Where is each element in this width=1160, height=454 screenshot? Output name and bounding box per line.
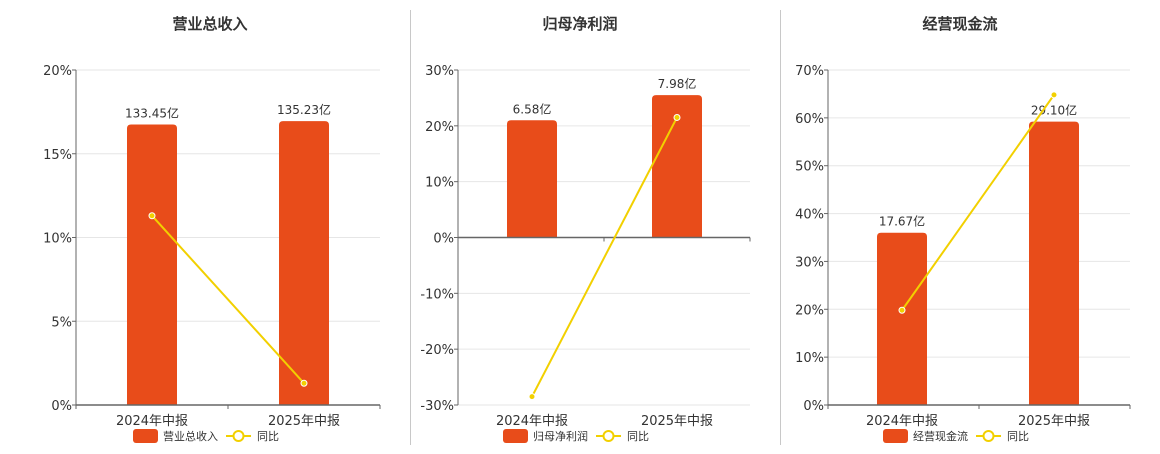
y-tick-label: 30% [795, 255, 824, 270]
y-tick-label: -10% [420, 287, 454, 302]
legend: 营业总收入 同比 [133, 429, 279, 443]
x-category-label: 2024年中报 [866, 414, 938, 429]
legend-line-marker [982, 430, 995, 442]
bar-value-label: 133.45亿 [125, 105, 179, 120]
yoy-point [528, 393, 536, 401]
legend-bar-swatch [503, 429, 528, 443]
legend-bar-label: 营业总收入 [163, 429, 218, 443]
x-category-label: 2024年中报 [496, 414, 568, 429]
cash-flow-chart-panel: 经营现金流 70% 60% 50% 40% 30% 20% 10% 0% 17.67亿 29.10亿… [781, 0, 1160, 450]
y-tick-label: 40% [795, 208, 824, 223]
y-tick-label: 20% [795, 303, 824, 318]
y-tick-label: 0% [51, 399, 72, 414]
y-tick-label: 30% [425, 64, 454, 79]
y-tick-label: 15% [43, 148, 72, 163]
bar [877, 232, 927, 405]
chart-svg: 营业总收入 20% 15% 10% 5% 0% 133.45亿 135.23亿 2024年中报 2… [43, 15, 381, 443]
yoy-line [151, 215, 305, 384]
yoy-point [673, 113, 681, 121]
panel-divider [410, 10, 411, 445]
x-category-label: 2025年中报 [1018, 414, 1090, 429]
legend-bar-swatch [883, 429, 908, 443]
revenue-chart-panel: 营业总收入 20% 15% 10% 5% 0% 133.45亿 135.23亿 2024年中报 2… [0, 0, 410, 450]
legend-bar-label: 经营现金流 [913, 429, 968, 443]
chart-svg: 归母净利润 30% 20% 10% 0% -10% -20% -30% 6.58亿 7.98亿 20… [420, 15, 751, 443]
y-tick-label: 0% [803, 399, 824, 414]
yoy-point [1050, 91, 1058, 99]
legend-line-label: 同比 [1007, 430, 1029, 443]
bar [507, 120, 557, 238]
bar-value-label: 29.10亿 [1031, 103, 1077, 118]
legend-line-marker [232, 430, 245, 442]
y-tick-label: 10% [425, 176, 454, 191]
y-tick-label: 10% [795, 351, 824, 366]
chart-svg: 经营现金流 70% 60% 50% 40% 30% 20% 10% 0% 17.67亿 29.10亿… [795, 15, 1131, 443]
bar [652, 95, 702, 238]
x-category-label: 2024年中报 [116, 414, 188, 429]
net-profit-chart-panel: 归母净利润 30% 20% 10% 0% -10% -20% -30% 6.58亿 7.98亿 20… [411, 0, 780, 450]
y-tick-label: 60% [795, 112, 824, 127]
yoy-point [148, 212, 156, 220]
y-tick-label: 10% [43, 232, 72, 247]
chart-title: 经营现金流 [922, 15, 997, 33]
yoy-point [898, 306, 906, 314]
y-tick-label: -30% [420, 399, 454, 414]
legend: 归母净利润 同比 [503, 429, 649, 443]
y-tick-label: -20% [420, 343, 454, 358]
legend: 经营现金流 同比 [883, 429, 1029, 443]
legend-line-label: 同比 [257, 430, 279, 443]
y-tick-label: 5% [51, 315, 72, 330]
legend-line-label: 同比 [627, 430, 649, 443]
legend-line-marker [602, 430, 615, 442]
x-category-label: 2025年中报 [641, 414, 713, 429]
bar-value-label: 7.98亿 [658, 76, 697, 91]
yoy-line [531, 116, 678, 398]
legend-bar-swatch [133, 429, 158, 443]
legend-bar-label: 归母净利润 [533, 429, 588, 443]
y-tick-label: 20% [43, 64, 72, 79]
bar-value-label: 6.58亿 [513, 101, 552, 116]
bar [127, 124, 177, 405]
bar [1029, 121, 1079, 405]
panel-divider [780, 10, 781, 445]
chart-title: 归母净利润 [542, 15, 617, 33]
y-tick-label: 70% [795, 64, 824, 79]
bar [279, 121, 329, 406]
y-tick-label: 50% [795, 160, 824, 175]
yoy-line [901, 94, 1055, 311]
y-tick-label: 20% [425, 120, 454, 135]
bar-value-label: 135.23亿 [277, 102, 331, 117]
chart-title: 营业总收入 [172, 15, 247, 33]
yoy-point [300, 379, 308, 387]
x-category-label: 2025年中报 [268, 414, 340, 429]
bar-value-label: 17.67亿 [879, 214, 925, 229]
y-tick-label: 0% [433, 232, 454, 247]
